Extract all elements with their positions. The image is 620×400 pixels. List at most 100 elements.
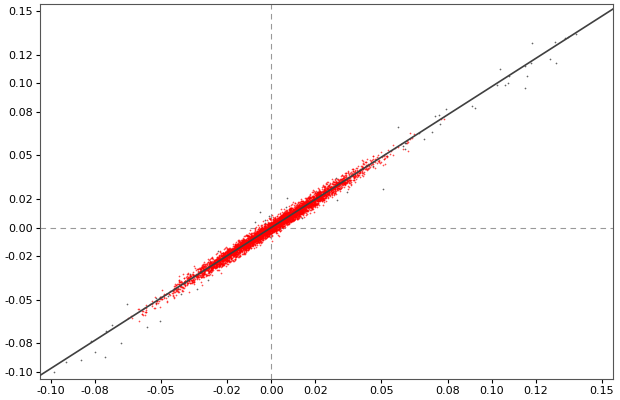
- Point: [277, 214, 287, 221]
- Point: [286, 216, 296, 222]
- Point: [277, 219, 287, 225]
- Point: [232, 251, 242, 257]
- Point: [215, 262, 224, 269]
- Point: [323, 188, 333, 194]
- Point: [293, 212, 303, 218]
- Point: [259, 228, 268, 234]
- Point: [268, 217, 278, 223]
- Point: [250, 236, 260, 242]
- Point: [228, 248, 238, 255]
- Point: [264, 221, 274, 228]
- Point: [293, 209, 303, 215]
- Point: [252, 233, 262, 240]
- Point: [223, 261, 232, 268]
- Point: [284, 210, 294, 216]
- Point: [351, 176, 361, 182]
- Point: [204, 260, 214, 267]
- Point: [255, 234, 265, 241]
- Point: [341, 170, 351, 176]
- Point: [221, 256, 231, 262]
- Point: [214, 254, 224, 260]
- Point: [287, 216, 297, 222]
- Point: [246, 238, 256, 244]
- Point: [307, 202, 317, 208]
- Point: [329, 187, 339, 194]
- Point: [315, 189, 325, 195]
- Point: [350, 168, 360, 175]
- Point: [324, 190, 334, 196]
- Point: [174, 281, 184, 288]
- Point: [327, 189, 337, 196]
- Point: [276, 213, 286, 220]
- Point: [266, 228, 276, 234]
- Point: [320, 192, 330, 198]
- Point: [209, 258, 219, 265]
- Point: [281, 215, 291, 222]
- Point: [258, 234, 268, 240]
- Point: [260, 231, 270, 237]
- Point: [253, 236, 263, 242]
- Point: [287, 214, 297, 220]
- Point: [231, 245, 241, 252]
- Point: [332, 185, 342, 191]
- Point: [210, 260, 220, 266]
- Point: [225, 252, 235, 259]
- Point: [242, 247, 252, 253]
- Point: [307, 205, 317, 211]
- Point: [242, 240, 252, 246]
- Point: [264, 224, 274, 230]
- Point: [286, 206, 296, 213]
- Point: [212, 257, 222, 264]
- Point: [280, 218, 290, 224]
- Point: [234, 238, 244, 245]
- Point: [197, 268, 206, 274]
- Point: [277, 218, 287, 225]
- Point: [208, 263, 218, 269]
- Point: [299, 207, 309, 214]
- Point: [253, 228, 263, 234]
- Point: [255, 227, 265, 233]
- Point: [288, 214, 298, 221]
- Point: [218, 254, 228, 260]
- Point: [316, 191, 326, 198]
- Point: [161, 291, 171, 297]
- Point: [188, 272, 198, 279]
- Point: [350, 172, 360, 178]
- Point: [302, 211, 312, 217]
- Point: [214, 260, 224, 266]
- Point: [223, 252, 233, 258]
- Point: [253, 236, 263, 242]
- Point: [226, 247, 236, 253]
- Point: [298, 202, 308, 209]
- Point: [332, 182, 342, 188]
- Point: [253, 239, 263, 246]
- Point: [308, 200, 317, 207]
- Point: [188, 277, 198, 284]
- Point: [243, 243, 253, 249]
- Point: [285, 211, 294, 218]
- Point: [278, 221, 288, 227]
- Point: [343, 179, 353, 186]
- Point: [193, 272, 203, 278]
- Point: [319, 190, 329, 197]
- Point: [294, 212, 304, 219]
- Point: [261, 230, 271, 236]
- Point: [302, 201, 312, 207]
- Point: [183, 275, 193, 281]
- Point: [296, 210, 306, 216]
- Point: [277, 224, 287, 230]
- Point: [314, 193, 324, 200]
- Point: [352, 168, 362, 174]
- Point: [250, 230, 260, 237]
- Point: [293, 200, 303, 206]
- Point: [230, 246, 240, 252]
- Point: [280, 213, 290, 220]
- Point: [246, 238, 256, 245]
- Point: [293, 204, 303, 210]
- Point: [255, 229, 265, 236]
- Point: [246, 239, 255, 246]
- Point: [281, 208, 291, 214]
- Point: [337, 177, 347, 184]
- Point: [278, 216, 288, 222]
- Point: [281, 215, 291, 222]
